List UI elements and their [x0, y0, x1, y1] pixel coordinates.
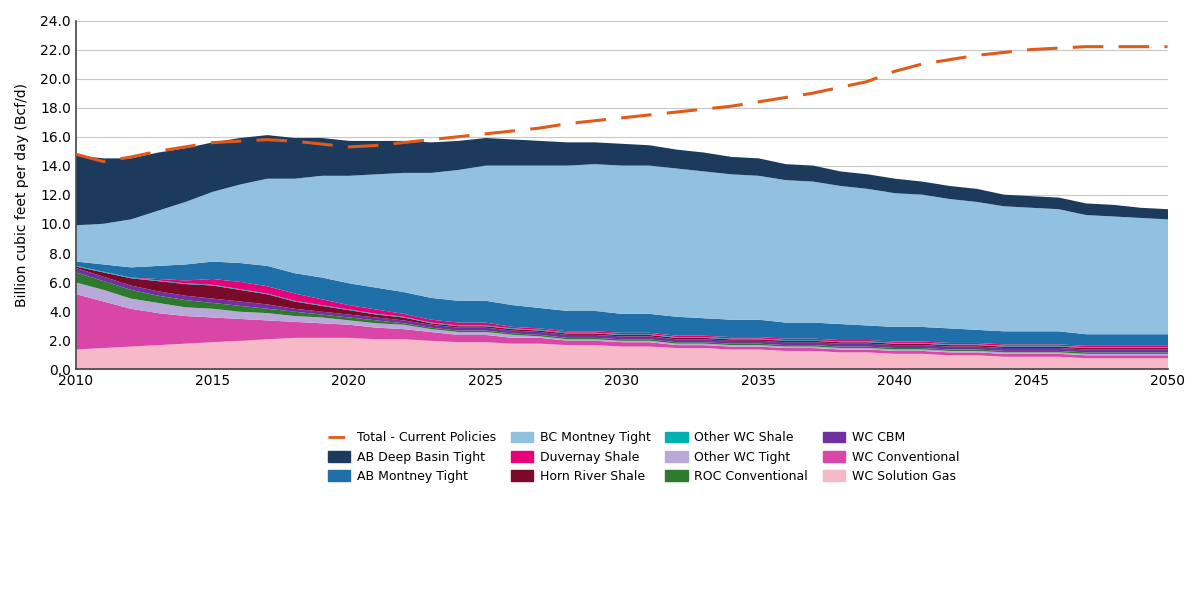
Y-axis label: Billion cubic feet per day (Bcf/d): Billion cubic feet per day (Bcf/d) — [14, 83, 29, 307]
Legend: Total - Current Policies, AB Deep Basin Tight, AB Montney Tight, BC Montney Tigh: Total - Current Policies, AB Deep Basin … — [328, 431, 959, 483]
